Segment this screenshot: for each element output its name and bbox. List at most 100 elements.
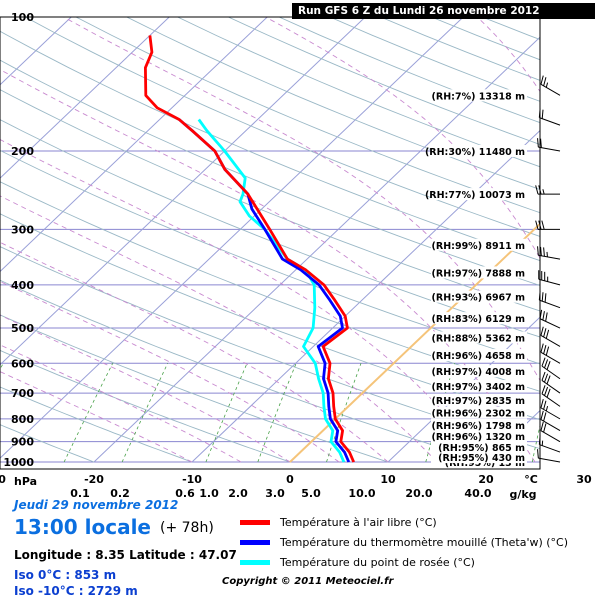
- temperature-tick-label: 10: [380, 473, 396, 486]
- level-label: (RH:96%) 1798 m: [432, 421, 526, 432]
- wind-barb-shaft: [541, 84, 560, 95]
- wind-barb-flag: [538, 449, 539, 458]
- temperature-tick-label: 0: [286, 473, 294, 486]
- level-label: (RH:83%) 6129 m: [432, 314, 526, 325]
- dry-adiabat: [0, 17, 486, 462]
- mixing-ratio-line: [122, 363, 168, 462]
- wind-barb-flag: [543, 311, 545, 320]
- wind-barb-shaft: [541, 335, 560, 346]
- moist-adiabat: [0, 52, 486, 462]
- wind-barb: [542, 385, 560, 406]
- wind-barb-flag: [546, 83, 547, 88]
- level-label: (RH:95%) 430 m: [438, 453, 525, 464]
- isotherm-line: [0, 17, 267, 462]
- wind-barb-flag: [547, 389, 550, 397]
- mixing-ratio-unit-label: g/kg: [509, 488, 536, 501]
- wind-barb-shaft: [539, 118, 560, 126]
- isotherm-line: [0, 17, 463, 462]
- level-label: (RH:97%) 2835 m: [432, 396, 526, 407]
- wind-barb: [539, 291, 560, 307]
- mixing-ratio-tick-label: 10.0: [348, 487, 375, 500]
- temperature-tick-label: -30: [0, 473, 6, 486]
- wind-barb-shaft: [539, 300, 560, 308]
- pressure-tick-label: 1000: [3, 456, 34, 469]
- mixing-ratio-line: [206, 363, 247, 462]
- mixing-ratio-tick-label: 40.0: [464, 487, 491, 500]
- pressure-tick-label: 500: [11, 322, 34, 335]
- wind-barb-flag: [541, 399, 543, 408]
- wind-barb-shaft: [541, 408, 560, 419]
- temperature-tick-label: 20: [478, 473, 494, 486]
- coordinates: Longitude : 8.35 Latitude : 47.07: [14, 548, 237, 562]
- copyright: Copyright © 2011 Meteociel.fr: [222, 576, 393, 587]
- forecast-date: Jeudi 29 novembre 2012: [14, 498, 178, 512]
- wind-barb-shaft: [539, 445, 560, 453]
- wind-barb-flag: [542, 358, 545, 366]
- wind-barb-shaft: [538, 255, 560, 259]
- level-label: (RH:97%) 3402 m: [432, 382, 526, 393]
- wind-barb-flag: [541, 344, 543, 353]
- wind-barb-flag: [541, 422, 543, 431]
- level-label: (RH:95%) 865 m: [438, 443, 525, 454]
- wind-barb-flag: [545, 293, 546, 302]
- wind-barb-flag: [546, 347, 548, 356]
- wind-barb-flag: [544, 328, 546, 337]
- legend-label: Température du thermomètre mouillé (Thet…: [280, 536, 568, 549]
- wind-barb-flag: [538, 138, 539, 147]
- dry-adiabat: [0, 17, 388, 462]
- wind-barb-shaft: [541, 431, 560, 442]
- wind-barb-flag: [546, 330, 548, 339]
- legend-swatch-red: [240, 520, 270, 525]
- pressure-tick-label: 100: [11, 11, 34, 24]
- wind-barb-flag: [542, 292, 543, 301]
- pressure-tick-label: 300: [11, 223, 34, 236]
- wind-barb-flag: [541, 247, 542, 256]
- pressure-tick-label: 900: [11, 436, 34, 449]
- wind-barb-flag: [547, 376, 550, 384]
- wind-barb: [538, 138, 560, 151]
- wind-barb-flag: [547, 361, 550, 369]
- x-axis-label: °C: [524, 473, 538, 486]
- wind-barb-flag: [542, 372, 545, 380]
- moist-adiabat: [0, 186, 241, 462]
- legend-swatch-blue: [240, 540, 270, 545]
- wind-barb-flag: [544, 412, 546, 421]
- iso-0-level: Iso 0°C : 853 m: [14, 568, 116, 582]
- wind-barb: [539, 270, 560, 285]
- wind-barb-flag: [541, 411, 543, 420]
- level-label: (RH:97%) 4008 m: [432, 367, 526, 378]
- wind-barb: [540, 310, 560, 328]
- wind-barb-flag: [541, 139, 542, 148]
- forecast-range: (+ 78h): [160, 520, 214, 536]
- wind-barb: [539, 436, 560, 452]
- mixing-ratio-tick-label: 5.0: [301, 487, 321, 500]
- wind-barb-flag: [543, 189, 544, 194]
- wind-barb-flag: [545, 374, 548, 382]
- wind-barb-shaft: [538, 458, 560, 462]
- mixing-ratio-tick-label: 1.0: [199, 487, 219, 500]
- mixing-ratio-tick-label: 2.0: [228, 487, 248, 500]
- level-label: (RH:96%) 4658 m: [432, 351, 526, 362]
- level-label: (RH:77%) 10073 m: [425, 190, 525, 201]
- pressure-tick-label: 200: [11, 145, 34, 158]
- wind-barb-flag: [544, 345, 546, 354]
- wind-barb-flag: [546, 406, 547, 411]
- wind-barb: [539, 109, 560, 125]
- level-label: (RH:93%) 6967 m: [432, 293, 526, 304]
- level-label: (RH:88%) 5362 m: [432, 333, 526, 344]
- legend-swatch-cyan: [240, 560, 270, 565]
- y-axis-label: hPa: [14, 475, 37, 488]
- legend-label: Température à l'air libre (°C): [280, 516, 437, 529]
- forecast-time: 13:00 locale: [14, 515, 151, 539]
- mixing-ratio-tick-label: 20.0: [405, 487, 432, 500]
- wind-barb: [542, 358, 560, 379]
- wind-barb-flag: [544, 401, 546, 410]
- mixing-ratio-tick-label: 3.0: [265, 487, 285, 500]
- moist-adiabat: [266, 17, 595, 462]
- isotherm-line: [584, 17, 595, 462]
- wind-barb-flag: [541, 76, 543, 85]
- level-label: (RH:99%) 8911 m: [432, 241, 526, 252]
- wind-barb-flag: [542, 110, 543, 119]
- wind-barb-flag: [536, 185, 538, 194]
- level-label: (RH:30%) 11480 m: [425, 147, 525, 158]
